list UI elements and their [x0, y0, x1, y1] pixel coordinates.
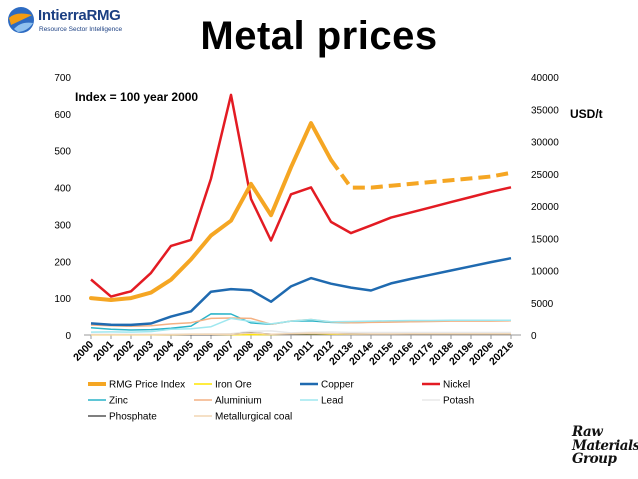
- legend-label-potash: Potash: [443, 396, 474, 407]
- index-annotation: Index = 100 year 2000: [75, 90, 198, 104]
- lead-line: [90, 317, 511, 333]
- legend-label-rmg-price-index: RMG Price Index: [109, 380, 185, 391]
- rmg-logo-line-3: Group: [572, 451, 617, 467]
- intierra-rmg-logo: IntierraRMG Resource Sector Intelligence: [6, 5, 122, 41]
- right-tick-label: 0: [531, 331, 537, 342]
- left-tick-label: 400: [54, 184, 71, 195]
- copper-line: [90, 256, 512, 327]
- unit-annotation: USD/t: [570, 107, 603, 121]
- x-tick-label: 2000: [71, 339, 96, 364]
- x-axis-ticks: 2000200120022003200420052006200720082009…: [71, 335, 516, 368]
- right-tick-label: 20000: [531, 202, 559, 213]
- metal-prices-chart: 0 100 200 300 400 500 600 700 0 5000 10000 15000 20…: [54, 73, 603, 423]
- x-tick-label: 2008: [231, 339, 256, 364]
- metallurgical-coal-line: [91, 332, 511, 336]
- right-tick-label: 35000: [531, 105, 559, 116]
- legend-label-copper: Copper: [321, 380, 354, 391]
- right-tick-label: 15000: [531, 234, 559, 245]
- legend-label-lead: Lead: [321, 396, 343, 407]
- rmg-logo-line-2: Materials: [572, 437, 638, 454]
- x-tick-label: 2004: [151, 339, 176, 364]
- legend-label-iron-ore: Iron Ore: [215, 380, 252, 391]
- x-tick-label: 2001: [91, 339, 116, 364]
- x-tick-label: 2006: [191, 339, 216, 364]
- right-tick-label: 10000: [531, 267, 559, 278]
- series-group: [89, 93, 512, 336]
- page-title: Metal prices: [200, 14, 438, 58]
- raw-materials-group-logo: Raw Materials Group: [572, 424, 638, 474]
- legend-label-nickel: Nickel: [443, 380, 470, 391]
- x-tick-label: 2007: [211, 339, 236, 364]
- right-tick-label: 5000: [531, 299, 554, 310]
- right-tick-label: 30000: [531, 138, 559, 149]
- x-tick-label: 2005: [171, 339, 196, 364]
- left-tick-label: 0: [65, 331, 71, 342]
- globe-logo-icon: [8, 7, 34, 33]
- legend-label-aluminium: Aluminium: [215, 396, 262, 407]
- rmg-price-index-line: [89, 121, 333, 302]
- left-tick-label: 300: [54, 220, 71, 231]
- nickel-line: [90, 93, 512, 298]
- x-tick-label: 2009: [251, 339, 276, 364]
- logo-tagline: Resource Sector Intelligence: [39, 26, 123, 33]
- rmg-price-index-forecast-line: [329, 158, 512, 190]
- right-tick-label: 25000: [531, 170, 559, 181]
- left-tick-label: 600: [54, 110, 71, 121]
- right-axis-ticks: 0 5000 10000 15000 20000 25000 30000 35000 40000: [531, 73, 559, 342]
- logo-brand: IntierraRMG: [38, 7, 121, 24]
- x-tick-label: 2011: [292, 339, 317, 364]
- legend-label-phosphate: Phosphate: [109, 412, 157, 423]
- left-tick-label: 100: [54, 294, 71, 305]
- left-tick-label: 200: [54, 257, 71, 268]
- x-tick-label: 2002: [111, 339, 136, 364]
- x-tick-label: 2003: [131, 339, 156, 364]
- rmg-logo-line-1: Raw: [572, 424, 603, 440]
- chart-legend: RMG Price Index Iron Ore Copper Nickel Zinc A…: [88, 380, 474, 423]
- legend-label-metallurgical-coal: Metallurgical coal: [215, 412, 292, 423]
- right-tick-label: 40000: [531, 73, 559, 84]
- left-axis-ticks: 0 100 200 300 400 500 600 700: [54, 73, 71, 342]
- left-tick-label: 500: [54, 147, 71, 158]
- x-tick-label: 2010: [271, 339, 296, 364]
- legend-label-zinc: Zinc: [109, 396, 128, 407]
- left-tick-label: 700: [54, 73, 71, 84]
